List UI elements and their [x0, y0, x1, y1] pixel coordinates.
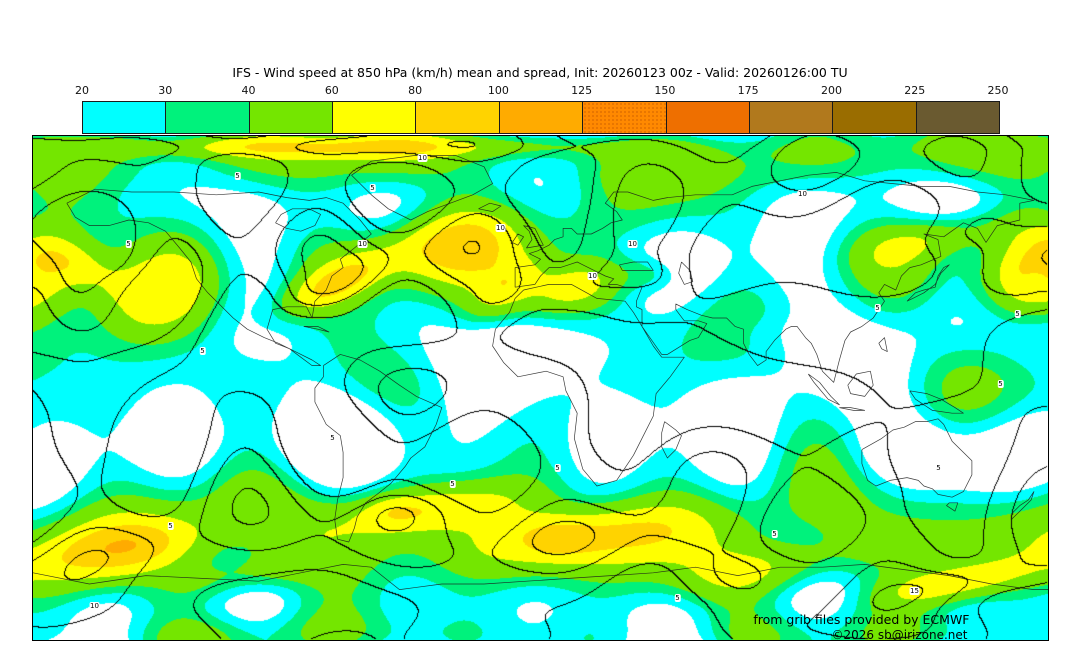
- chart-title: IFS - Wind speed at 850 hPa (km/h) mean …: [232, 65, 848, 80]
- colorbar-tick: 60: [324, 84, 339, 97]
- colorbar-segment: [415, 102, 499, 133]
- contour-label: 5: [369, 183, 376, 192]
- attribution-copyright: ©2026 sb@irizone.net: [831, 627, 968, 642]
- contour-label: 10: [357, 239, 368, 248]
- contour-label: 5: [199, 346, 206, 355]
- colorbar-segment: [83, 102, 166, 133]
- contour-label: 5: [449, 479, 456, 488]
- contour-label: 5: [771, 529, 778, 538]
- colorbar-segment: [165, 102, 249, 133]
- contour-label: 5: [167, 521, 174, 530]
- contour-label: 15: [909, 586, 920, 595]
- colorbar-tick: 20: [75, 84, 89, 97]
- colorbar-segment: [582, 102, 666, 133]
- colorbar-tick: 225: [904, 84, 926, 97]
- colorbar-tick: 40: [241, 84, 256, 97]
- colorbar-segment: [665, 102, 749, 133]
- colorbar-tick: 80: [408, 84, 423, 97]
- contour-label: 5: [997, 379, 1004, 388]
- contour-label: 5: [874, 303, 881, 312]
- colorbar-segment: [832, 102, 916, 133]
- colorbar-tick-row: 20 30 40 60 80 100 125 150 175 200 225 250: [0, 84, 1080, 98]
- contour-label: 10: [417, 153, 428, 162]
- contour-label: 10: [587, 271, 598, 280]
- contour-label: 10: [627, 239, 638, 248]
- colorbar-tick: 125: [571, 84, 593, 97]
- contour-label: 10: [797, 189, 808, 198]
- contour-label: 5: [674, 593, 681, 602]
- wind-field-canvas: [32, 135, 1048, 640]
- colorbar-segment: [332, 102, 416, 133]
- colorbar-tick: 175: [737, 84, 759, 97]
- colorbar-tick: 150: [654, 84, 676, 97]
- contour-label: 5: [935, 463, 942, 472]
- colorbar: [82, 101, 1000, 134]
- contour-label: 10: [89, 601, 100, 610]
- world-map: 10 5 5 5 10 10 10 10 5 5 5 5 5 5 5 15 5 10 5 10 5 5 from grib…: [31, 134, 1049, 642]
- contour-label: 5: [1014, 309, 1021, 318]
- contour-label: 5: [554, 463, 561, 472]
- colorbar-segment: [498, 102, 583, 133]
- colorbar-tick: 250: [987, 84, 1009, 97]
- colorbar-segment: [915, 102, 999, 133]
- contour-label: 5: [329, 433, 336, 442]
- contour-label: 5: [234, 171, 241, 180]
- contour-label: 5: [125, 239, 132, 248]
- colorbar-tick: 200: [820, 84, 842, 97]
- attribution-ecmwf: from grib files provided by ECMWF: [753, 611, 970, 627]
- colorbar-segment: [248, 102, 333, 133]
- colorbar-tick: 100: [487, 84, 509, 97]
- colorbar-segment: [748, 102, 833, 133]
- contour-label: 10: [495, 223, 506, 232]
- colorbar-tick: 30: [158, 84, 173, 97]
